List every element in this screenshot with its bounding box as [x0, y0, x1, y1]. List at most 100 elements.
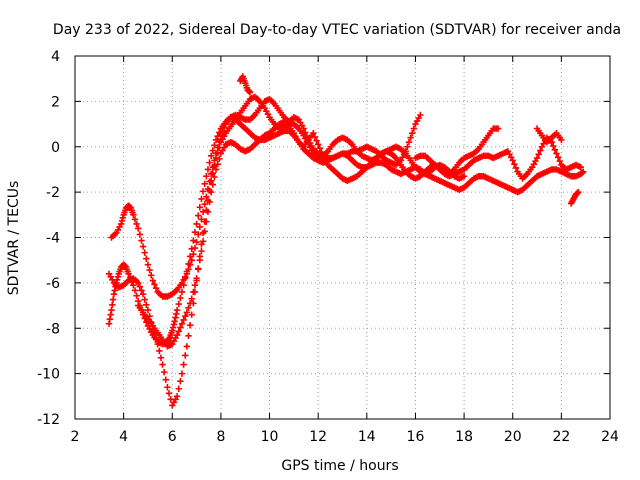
data-point-marker: [152, 284, 160, 292]
data-point-marker: [135, 225, 142, 232]
series-track-d: [135, 118, 502, 350]
data-point-marker: [177, 294, 184, 302]
data-point-marker: [130, 211, 137, 219]
data-point-marker: [157, 354, 165, 361]
data-point-marker: [182, 312, 189, 320]
data-point-marker: [146, 266, 153, 274]
data-point-marker: [537, 147, 544, 154]
x-tick-label: 22: [552, 429, 570, 445]
data-point-marker: [119, 214, 127, 222]
series-track-f: [533, 125, 565, 146]
data-point-marker: [151, 281, 158, 288]
data-point-marker: [199, 238, 207, 245]
data-point-marker: [314, 141, 322, 148]
data-point-marker: [138, 237, 145, 244]
data-point-marker: [407, 134, 414, 141]
data-point-marker: [577, 163, 585, 171]
data-point-marker: [313, 137, 320, 144]
chart-title: Day 233 of 2022, Sidereal Day-to-day VTE…: [53, 22, 621, 38]
data-point-marker: [211, 173, 218, 181]
data-point-marker: [180, 361, 187, 368]
data-point-marker: [311, 133, 319, 141]
data-point-marker: [417, 111, 424, 119]
data-point-marker: [405, 139, 413, 146]
data-point-marker: [216, 155, 223, 163]
data-point-marker: [143, 301, 150, 309]
data-point-marker: [188, 295, 195, 302]
data-point-marker: [190, 237, 197, 244]
data-point-marker: [404, 143, 411, 150]
y-tick-label: 4: [51, 49, 60, 65]
plot-frame: [74, 55, 611, 420]
data-point-marker: [575, 188, 582, 196]
data-point-marker: [144, 261, 152, 268]
data-point-marker: [191, 244, 199, 252]
data-point-marker: [136, 231, 144, 238]
data-point-marker: [118, 220, 125, 228]
data-point-marker: [105, 320, 113, 327]
data-point-marker: [195, 231, 202, 238]
data-point-marker: [207, 177, 215, 184]
series-track-e: [412, 134, 585, 182]
data-point-marker: [108, 306, 115, 314]
data-point-marker: [554, 154, 562, 161]
data-point-marker: [175, 385, 182, 392]
data-point-marker: [160, 368, 168, 376]
data-point-marker: [177, 324, 184, 331]
data-point-marker: [556, 157, 563, 165]
data-point-marker: [207, 188, 215, 196]
data-point-marker: [156, 347, 163, 355]
data-point-marker: [178, 288, 186, 296]
data-point-marker: [110, 291, 118, 298]
data-point-marker: [553, 150, 560, 157]
data-point-marker: [118, 217, 126, 225]
data-point-marker: [190, 288, 197, 296]
data-point-marker: [107, 311, 114, 318]
x-tick-label: 2: [71, 429, 80, 445]
data-point-marker: [131, 216, 139, 223]
data-point-marker: [180, 316, 187, 324]
x-tick-label: 8: [216, 429, 225, 445]
data-point-marker: [410, 125, 418, 132]
data-point-marker: [141, 249, 148, 256]
data-point-marker: [186, 322, 194, 329]
data-point-marker: [195, 212, 202, 219]
data-point-marker: [198, 195, 205, 203]
series-track-c: [105, 93, 587, 409]
data-point-marker: [551, 146, 559, 153]
data-point-marker: [178, 370, 186, 377]
data-point-marker: [183, 343, 191, 350]
data-point-marker: [185, 332, 192, 340]
y-axis-label: SDTVAR / TECUs: [6, 181, 22, 296]
data-point-marker: [135, 279, 142, 287]
y-tick-label: 2: [51, 94, 60, 110]
x-tick-label: 6: [168, 429, 177, 445]
data-point-marker: [196, 256, 204, 264]
data-point-marker: [177, 377, 184, 385]
data-point-marker: [509, 157, 516, 164]
data-point-marker: [159, 361, 166, 368]
data-point-marker: [204, 166, 212, 173]
data-point-marker: [138, 287, 145, 294]
data-point-marker: [149, 277, 157, 284]
data-point-marker: [310, 129, 317, 137]
y-tick-label: -4: [46, 231, 60, 247]
data-point-marker: [203, 193, 210, 200]
data-point-marker: [460, 173, 468, 180]
data-point-marker: [211, 142, 218, 149]
data-point-marker: [175, 300, 182, 308]
data-point-marker: [190, 250, 197, 258]
y-tick-label: -2: [46, 185, 60, 201]
data-point-marker: [165, 390, 173, 397]
data-point-marker: [203, 173, 210, 180]
data-point-marker: [212, 136, 220, 144]
data-point-marker: [204, 208, 212, 215]
data-point-marker: [191, 229, 199, 236]
data-point-marker: [198, 216, 205, 223]
data-point-marker: [183, 270, 191, 277]
data-point-marker: [246, 89, 254, 96]
data-point-marker: [188, 311, 195, 318]
x-tick-label: 24: [601, 429, 619, 445]
data-point-marker: [170, 321, 178, 328]
data-point-marker: [169, 324, 177, 331]
